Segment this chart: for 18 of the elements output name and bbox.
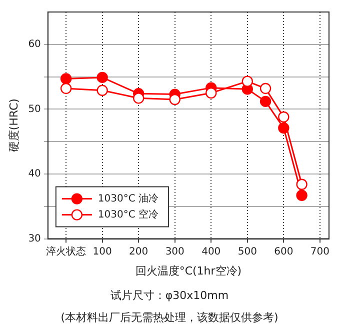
y-tick-label: 50 — [28, 104, 41, 115]
x-tick-label: 300 — [165, 246, 184, 258]
legend-label: 1030°C 油冷 — [98, 192, 159, 204]
x-tick-label: 100 — [92, 246, 112, 258]
x-tick-label: 500 — [238, 246, 257, 258]
x-tick-label: 400 — [202, 246, 221, 258]
y-tick-label: 60 — [28, 38, 41, 50]
x-tick-label: 700 — [310, 246, 330, 258]
x-tick-label: 200 — [129, 246, 148, 258]
y-axis-title: 硬度(HRC) — [7, 98, 20, 152]
y-tick-label: 40 — [28, 168, 41, 180]
text: 试片尺寸：φ30x10mm — [109, 288, 230, 303]
x-tick-label: 600 — [274, 246, 294, 258]
legend-label: 1030°C 空冷 — [98, 208, 159, 220]
x-axis-title: 回火温度°C(1hr空冷) — [135, 264, 242, 278]
x-tick-label: 淬火状态 — [46, 245, 86, 258]
y-tick-label: 30 — [28, 233, 41, 244]
text: (本材料出厂后无需热处理，该数据仅供参考) — [60, 310, 280, 325]
